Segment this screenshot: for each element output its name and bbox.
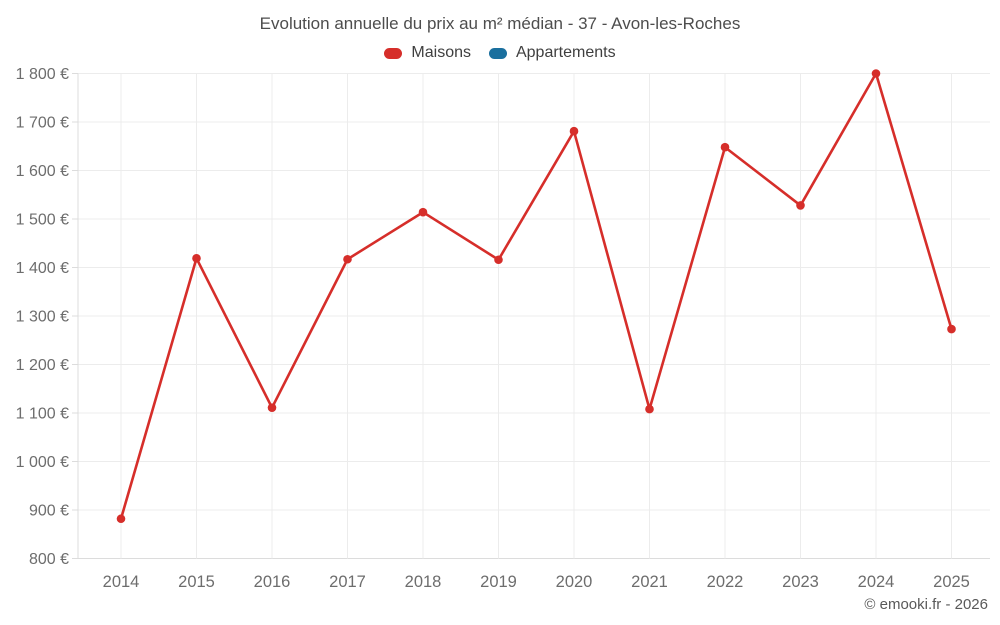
maisons-data-point-2021[interactable] xyxy=(645,404,654,414)
maisons-data-point-2014[interactable] xyxy=(116,514,126,524)
x-tick-label: 2020 xyxy=(556,573,593,591)
x-tick-label: 2019 xyxy=(480,573,517,591)
y-tick-label: 1 000 € xyxy=(16,454,69,471)
chart-legend: Maisons Appartements xyxy=(0,44,1000,62)
x-tick-label: 2024 xyxy=(858,573,895,591)
y-tick-label: 1 700 € xyxy=(16,115,69,132)
y-tick-label: 1 600 € xyxy=(16,163,69,180)
maisons-series-swatch xyxy=(384,47,403,59)
y-tick-label: 1 800 € xyxy=(16,66,69,83)
x-tick-label: 2022 xyxy=(707,573,744,591)
x-tick-label: 2016 xyxy=(254,573,291,591)
x-tick-label: 2014 xyxy=(103,573,140,591)
maisons-data-point-2016[interactable] xyxy=(267,403,277,412)
appartements-series-swatch xyxy=(488,47,507,59)
maisons-data-point-2022[interactable] xyxy=(720,142,730,152)
x-tick-label: 2017 xyxy=(329,573,366,591)
maisons-data-point-2024[interactable] xyxy=(871,69,881,78)
x-tick-label: 2025 xyxy=(933,573,970,591)
copyright-credit: © emooki.fr - 2026 xyxy=(864,596,988,613)
maisons-series-line xyxy=(119,72,953,521)
y-tick-label: 1 500 € xyxy=(16,212,69,229)
maisons-data-point-2025[interactable] xyxy=(947,324,956,334)
y-tick-label: 1 200 € xyxy=(16,357,69,374)
y-tick-label: 1 300 € xyxy=(16,309,69,326)
chart-title: Evolution annuelle du prix au m² médian … xyxy=(259,14,741,33)
legend-label-appartements: Appartements xyxy=(515,44,616,61)
legend-item-appartements[interactable]: Appartements xyxy=(488,44,616,62)
maisons-data-point-2019[interactable] xyxy=(494,255,503,265)
maisons-data-point-2023[interactable] xyxy=(796,201,805,210)
y-tick-label: 900 € xyxy=(29,503,69,520)
x-tick-label: 2018 xyxy=(405,573,442,591)
legend-label-maisons: Maisons xyxy=(411,44,471,61)
maisons-data-point-2018[interactable] xyxy=(418,207,428,217)
maisons-data-point-2020[interactable] xyxy=(569,126,579,136)
legend-item-maisons[interactable]: Maisons xyxy=(384,44,471,62)
y-tick-label: 800 € xyxy=(29,551,69,568)
maisons-data-point-2017[interactable] xyxy=(343,254,352,264)
x-tick-label: 2021 xyxy=(631,573,668,591)
y-tick-label: 1 400 € xyxy=(16,260,69,277)
y-tick-label: 1 100 € xyxy=(16,406,69,423)
maisons-data-point-2015[interactable] xyxy=(192,253,201,263)
x-tick-label: 2023 xyxy=(782,573,819,591)
x-tick-label: 2015 xyxy=(178,573,215,591)
